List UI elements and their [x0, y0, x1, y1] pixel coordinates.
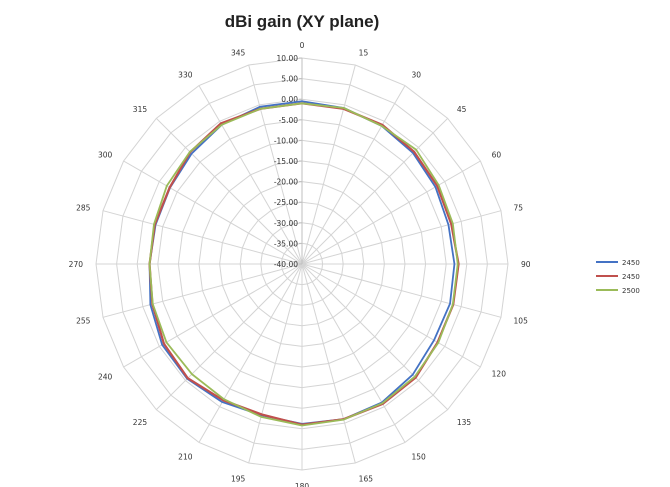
- angle-label: 15: [359, 48, 369, 57]
- angle-label: 120: [492, 370, 507, 379]
- legend-label: 2500: [622, 287, 640, 295]
- angle-label: 345: [231, 48, 246, 57]
- grid-spoke: [155, 117, 303, 265]
- angle-label: 60: [492, 151, 502, 160]
- value-tick-label: -15.00: [274, 157, 298, 166]
- angle-label: 165: [359, 475, 374, 484]
- grid-spoke: [301, 160, 481, 265]
- grid-spoke: [102, 263, 303, 318]
- angle-label: 150: [412, 453, 427, 462]
- grid-spoke: [301, 85, 406, 265]
- value-axis-ticks: 10.00 5.00 0.00 -5.00 -10.00 -15.00 -20.00 -25.…: [274, 54, 302, 269]
- angle-label: 90: [521, 260, 531, 269]
- value-tick-label: 10.00: [277, 54, 299, 63]
- angle-label: 135: [457, 418, 472, 427]
- angle-label: 315: [133, 105, 148, 114]
- grid-spoke: [301, 263, 481, 368]
- grid-spoke: [301, 210, 502, 265]
- angle-label: 330: [178, 70, 193, 79]
- series-line-3: [148, 102, 459, 427]
- grid-spoke: [123, 263, 303, 368]
- value-tick-label: -20.00: [274, 178, 298, 187]
- angle-label: 270: [69, 260, 84, 269]
- angle-label: 0: [300, 41, 305, 50]
- grid-spoke: [301, 263, 449, 411]
- angle-label: 225: [133, 418, 148, 427]
- value-tick-label: -35.00: [274, 239, 298, 248]
- angle-label: 180: [295, 482, 310, 487]
- grid-spoke: [198, 263, 303, 443]
- grid-spoke: [123, 160, 303, 265]
- legend-label: 2450: [622, 259, 640, 267]
- angle-label: 255: [76, 317, 91, 326]
- angle-label: 45: [457, 105, 467, 114]
- value-tick-label: -25.00: [274, 198, 298, 207]
- angle-labels: 0 15 30 45 60 75 90 105 120 135 150 165 180 195 210 225…: [69, 41, 531, 487]
- value-tick-label: -30.00: [274, 219, 298, 228]
- angle-label: 75: [514, 203, 524, 212]
- grid-spoke: [301, 263, 502, 318]
- grid-spoke: [155, 263, 303, 411]
- angle-label: 240: [98, 373, 113, 382]
- value-tick-label: -10.00: [274, 136, 298, 145]
- grid-spoke: [248, 64, 303, 265]
- angle-label: 30: [412, 70, 422, 79]
- angle-label: 195: [231, 475, 246, 484]
- value-tick-label: 0.00: [281, 95, 298, 104]
- grid-spoke: [248, 263, 303, 464]
- polar-grid: [95, 57, 509, 471]
- grid-spoke: [102, 210, 303, 265]
- legend: 2450 2450 2500: [596, 259, 640, 295]
- angle-label: 285: [76, 203, 91, 212]
- series-lines: [148, 100, 460, 427]
- grid-spoke: [301, 117, 449, 265]
- legend-label: 2450: [622, 273, 640, 281]
- grid-spoke: [301, 64, 356, 265]
- angle-label: 210: [178, 453, 193, 462]
- value-tick-label: 5.00: [281, 75, 298, 84]
- value-tick-label: -40.00: [274, 260, 298, 269]
- angle-label: 300: [98, 151, 113, 160]
- value-tick-label: -5.00: [279, 116, 299, 125]
- grid-spoke: [198, 85, 303, 265]
- grid-spoke: [301, 263, 356, 464]
- angle-label: 105: [514, 317, 529, 326]
- grid-spoke: [301, 263, 406, 443]
- chart-title: dBi gain (XY plane): [225, 12, 380, 31]
